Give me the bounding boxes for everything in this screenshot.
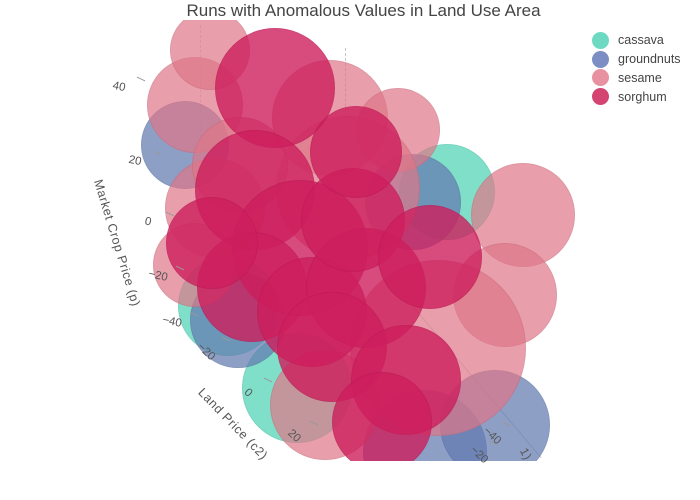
chart-title: Runs with Anomalous Values in Land Use A… bbox=[186, 1, 541, 20]
bubble-sorghum[interactable] bbox=[215, 28, 335, 148]
bubble-sorghum[interactable] bbox=[378, 205, 482, 309]
legend-item-cassava[interactable]: cassava bbox=[592, 31, 681, 50]
legend-marker-icon bbox=[592, 31, 609, 49]
legend-marker-icon bbox=[592, 88, 609, 106]
legend-item-groundnuts[interactable]: groundnuts bbox=[592, 50, 681, 69]
legend-marker-icon bbox=[592, 69, 609, 87]
plot-area[interactable] bbox=[80, 20, 580, 461]
legend-item-sorghum[interactable]: sorghum bbox=[592, 87, 681, 106]
legend: cassava groundnuts sesame sorghum bbox=[592, 31, 681, 106]
legend-label: sorghum bbox=[618, 89, 667, 104]
bubble-sorghum[interactable] bbox=[310, 106, 402, 198]
bubble-sorghum[interactable] bbox=[332, 372, 432, 461]
legend-item-sesame[interactable]: sesame bbox=[592, 69, 681, 88]
legend-marker-icon bbox=[592, 50, 609, 68]
legend-label: cassava bbox=[618, 33, 664, 48]
bubble-sorghum[interactable] bbox=[166, 197, 258, 289]
legend-label: sesame bbox=[618, 70, 662, 85]
legend-label: groundnuts bbox=[618, 52, 681, 67]
